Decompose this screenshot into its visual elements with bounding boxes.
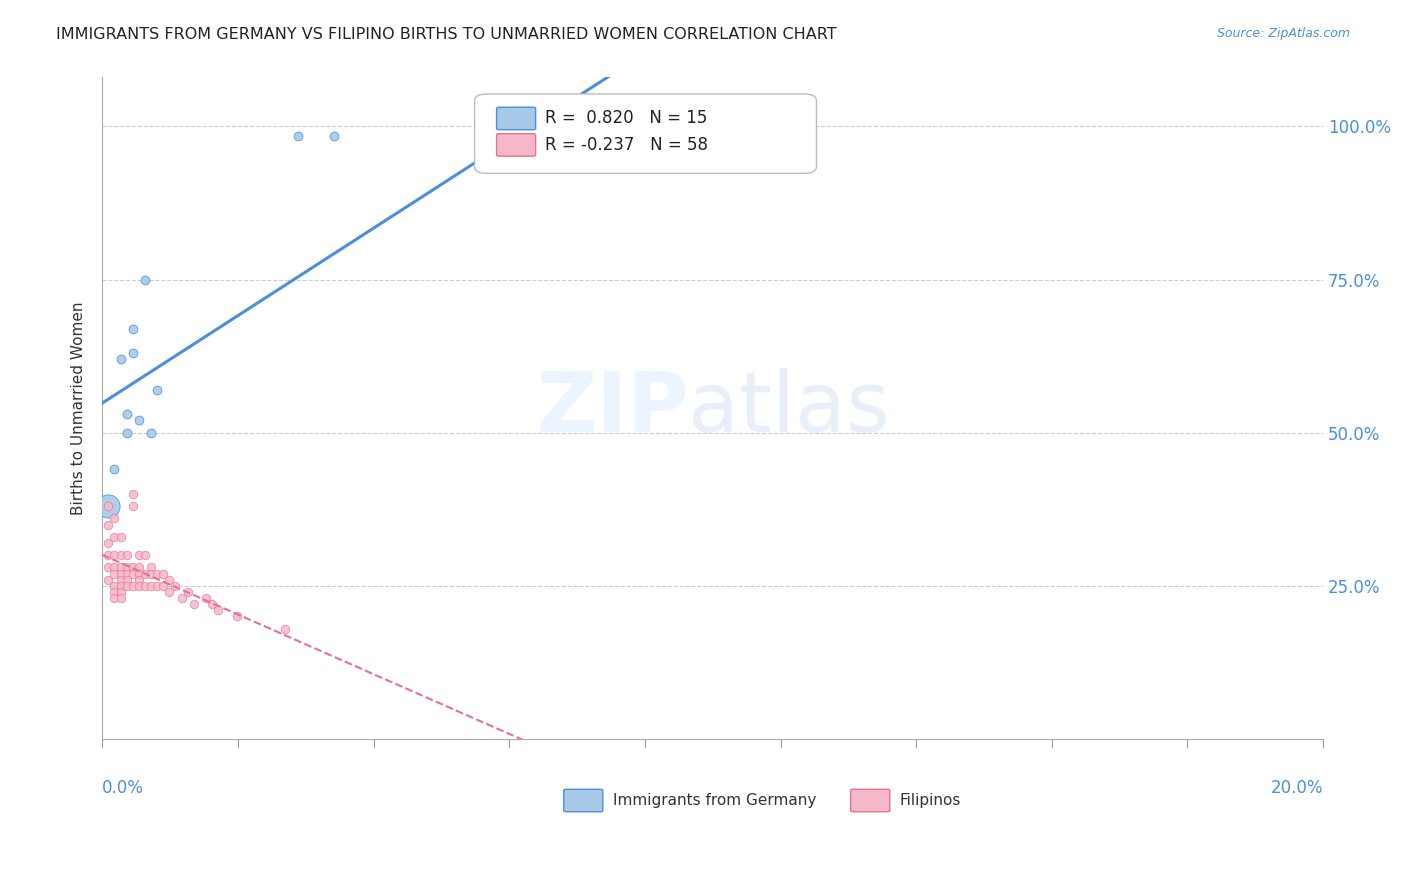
Point [103,591,125,606]
Point [128,579,150,593]
Point [134,566,156,581]
Point [146,579,169,593]
Point [110,579,132,593]
Point [287,128,309,143]
Point [110,585,132,599]
Point [97,573,120,587]
Point [110,548,132,562]
Point [128,548,150,562]
Point [103,511,125,525]
Point [97,560,120,574]
Point [128,566,150,581]
Point [110,530,132,544]
Point [146,383,169,397]
Point [225,609,247,624]
Point [97,500,120,514]
Point [103,579,125,593]
Point [152,579,174,593]
Point [323,128,346,143]
Point [103,530,125,544]
Text: Immigrants from Germany: Immigrants from Germany [613,793,815,808]
Point [183,597,205,611]
Point [115,579,138,593]
Point [121,321,143,335]
Point [139,560,162,574]
Text: Filipinos: Filipinos [900,793,960,808]
Point [97,500,120,514]
Point [110,591,132,606]
Point [134,548,156,562]
Text: IMMIGRANTS FROM GERMANY VS FILIPINO BIRTHS TO UNMARRIED WOMEN CORRELATION CHART: IMMIGRANTS FROM GERMANY VS FILIPINO BIRT… [56,27,837,42]
Point [139,566,162,581]
Point [652,128,675,143]
Point [97,548,120,562]
Text: Source: ZipAtlas.com: Source: ZipAtlas.com [1216,27,1350,40]
Point [195,591,218,606]
Point [139,425,162,440]
Point [103,560,125,574]
Point [134,579,156,593]
Text: 20.0%: 20.0% [1271,779,1323,797]
Point [139,579,162,593]
Point [170,591,193,606]
Point [165,579,187,593]
Point [152,566,174,581]
Point [115,573,138,587]
FancyBboxPatch shape [496,107,536,129]
Point [121,560,143,574]
Point [134,272,156,286]
Point [121,579,143,593]
Point [97,517,120,532]
Point [207,603,229,617]
FancyBboxPatch shape [496,134,536,156]
Point [128,573,150,587]
Text: R =  0.820   N = 15: R = 0.820 N = 15 [546,110,707,128]
Point [103,585,125,599]
Point [201,597,224,611]
Text: atlas: atlas [689,368,890,449]
Point [176,585,198,599]
Point [110,573,132,587]
Point [103,548,125,562]
Point [506,128,529,143]
Point [121,500,143,514]
Point [128,560,150,574]
Point [110,352,132,367]
Point [157,573,180,587]
Point [115,566,138,581]
Point [110,560,132,574]
Text: ZIP: ZIP [536,368,689,449]
FancyBboxPatch shape [851,789,890,812]
Point [146,566,169,581]
Point [274,622,297,636]
Point [115,560,138,574]
Point [110,566,132,581]
Point [103,566,125,581]
Point [115,425,138,440]
Point [121,566,143,581]
Point [115,548,138,562]
Text: R = -0.237   N = 58: R = -0.237 N = 58 [546,136,709,154]
Text: 0.0%: 0.0% [103,779,143,797]
Point [97,536,120,550]
Y-axis label: Births to Unmarried Women: Births to Unmarried Women [72,301,86,515]
Point [128,413,150,427]
FancyBboxPatch shape [475,94,817,173]
Point [115,408,138,422]
Point [157,585,180,599]
Point [103,462,125,476]
Point [121,487,143,501]
Point [121,346,143,360]
FancyBboxPatch shape [564,789,603,812]
